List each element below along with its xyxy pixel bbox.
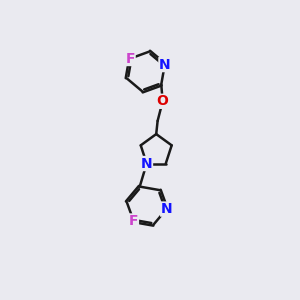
Text: N: N xyxy=(141,157,152,170)
Text: N: N xyxy=(161,202,172,216)
Text: F: F xyxy=(129,214,138,228)
Text: N: N xyxy=(159,58,171,72)
Text: F: F xyxy=(126,52,135,65)
Text: O: O xyxy=(157,94,169,108)
